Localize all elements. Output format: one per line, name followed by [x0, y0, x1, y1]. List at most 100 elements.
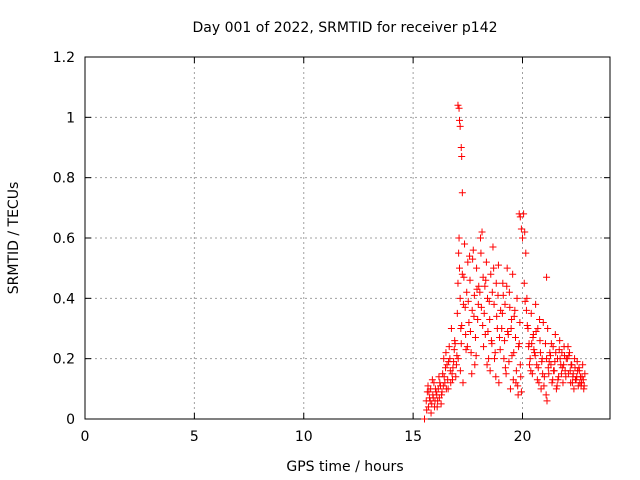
- data-point: [550, 367, 558, 375]
- data-point: [545, 358, 553, 366]
- data-point: [455, 104, 463, 112]
- data-point: [526, 355, 534, 363]
- data-point: [559, 379, 567, 387]
- data-point: [458, 153, 466, 161]
- data-point: [437, 400, 445, 408]
- data-point: [527, 309, 535, 317]
- data-point: [552, 385, 560, 393]
- data-point: [579, 361, 587, 369]
- data-point: [496, 346, 504, 354]
- data-point: [457, 325, 465, 332]
- data-point: [522, 306, 530, 314]
- data-point: [462, 331, 470, 339]
- data-point: [429, 394, 437, 402]
- data-point: [461, 240, 469, 248]
- data-point: [500, 355, 508, 363]
- data-point: [473, 285, 481, 293]
- data-point: [464, 297, 472, 305]
- data-point: [466, 252, 474, 260]
- data-point: [565, 352, 573, 360]
- data-point: [455, 234, 463, 242]
- data-point: [535, 379, 543, 387]
- data-point: [485, 297, 493, 305]
- data-point: [452, 361, 460, 369]
- data-point: [546, 349, 554, 357]
- data-point: [482, 276, 490, 284]
- data-point: [545, 370, 553, 378]
- data-point: [425, 388, 433, 396]
- y-tick-label: 0.6: [53, 231, 75, 247]
- data-point: [537, 385, 545, 393]
- data-point: [558, 364, 566, 372]
- data-point: [468, 306, 476, 314]
- data-point: [553, 382, 561, 390]
- data-point: [467, 349, 475, 357]
- data-point: [447, 325, 455, 332]
- data-point: [491, 355, 498, 363]
- data-point: [495, 379, 503, 387]
- data-point: [551, 331, 559, 339]
- data-point: [580, 382, 588, 390]
- data-point: [428, 400, 436, 408]
- data-point: [426, 397, 434, 405]
- data-point: [434, 397, 442, 405]
- data-point: [566, 349, 574, 357]
- data-point: [501, 364, 509, 372]
- data-point: [529, 334, 537, 342]
- data-point: [497, 306, 505, 314]
- data-point: [480, 343, 488, 351]
- data-point: [556, 337, 564, 345]
- data-point: [439, 382, 447, 390]
- data-point: [541, 340, 549, 348]
- data-point: [578, 373, 586, 381]
- data-point: [505, 358, 513, 366]
- data-point: [496, 334, 504, 342]
- data-point: [539, 370, 547, 378]
- data-point: [547, 352, 554, 360]
- data-point: [451, 340, 459, 348]
- y-tick-label: 0: [66, 412, 75, 428]
- x-tick-label: 15: [404, 429, 422, 445]
- data-point: [427, 409, 435, 417]
- data-point: [522, 249, 530, 257]
- data-point: [574, 367, 582, 375]
- data-point: [531, 349, 539, 357]
- data-point: [556, 355, 564, 363]
- data-point: [491, 349, 499, 357]
- data-point: [474, 300, 482, 308]
- data-point: [564, 343, 572, 351]
- data-point: [521, 228, 529, 236]
- data-point: [509, 270, 517, 278]
- data-point: [454, 101, 462, 109]
- data-point: [540, 373, 548, 381]
- data-point: [456, 294, 464, 302]
- data-point: [516, 213, 524, 221]
- data-point: [519, 234, 526, 242]
- x-tick-label: 10: [295, 429, 313, 445]
- y-tick-label: 1.2: [53, 50, 75, 66]
- data-point: [487, 337, 495, 345]
- data-point: [525, 343, 533, 351]
- data-point: [439, 370, 447, 378]
- data-point: [549, 343, 557, 351]
- data-point: [579, 376, 587, 384]
- data-point: [471, 334, 479, 342]
- data-point: [456, 367, 464, 375]
- data-point: [431, 385, 439, 393]
- data-point: [471, 361, 479, 369]
- data-point: [452, 373, 460, 381]
- data-point: [466, 276, 474, 284]
- data-point: [506, 385, 514, 393]
- data-point: [536, 349, 544, 357]
- y-tick-label: 0.2: [53, 352, 75, 368]
- data-point: [475, 282, 483, 290]
- data-point: [534, 364, 542, 372]
- data-point: [536, 315, 544, 323]
- data-point: [510, 349, 518, 357]
- data-point: [453, 309, 461, 317]
- data-point: [442, 385, 450, 393]
- data-point: [492, 373, 500, 381]
- data-point: [543, 397, 551, 405]
- x-tick-label: 0: [81, 429, 90, 445]
- data-point: [447, 379, 455, 387]
